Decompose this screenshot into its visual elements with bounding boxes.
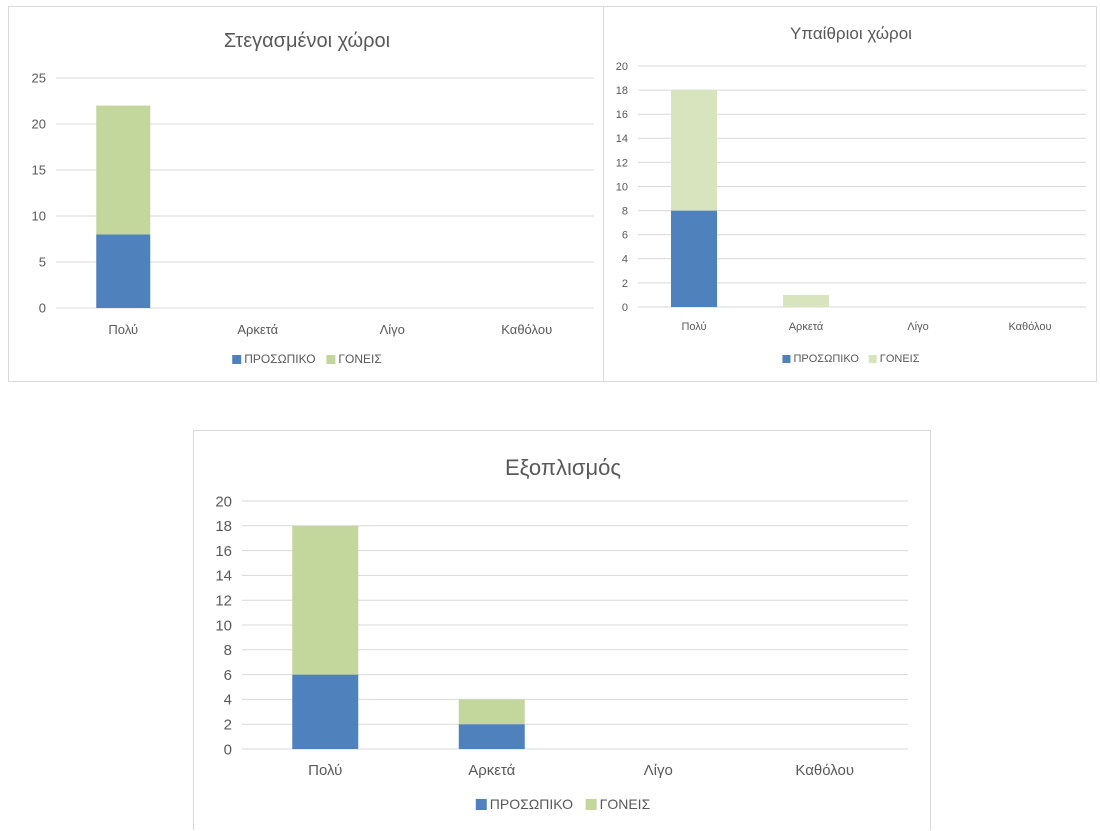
chart-svg-outdoor-spaces: Υπαίθριοι χώροι 0 2 4 6 8 10 12 14 16 18 20 Πολύ Αρκε… <box>616 24 1086 365</box>
legend-swatch-parents <box>868 355 877 363</box>
y-tick-label: 20 <box>616 61 628 73</box>
y-tick-label: 2 <box>224 716 232 733</box>
bar-parents-1 <box>292 525 359 675</box>
y-tick-label: 16 <box>215 543 232 560</box>
bar-personnel-1 <box>292 674 359 749</box>
y-tick-label: 6 <box>224 667 232 684</box>
x-category-label: Λίγο <box>644 762 673 779</box>
y-tick-label: 6 <box>622 230 628 242</box>
x-category-label: Πολύ <box>308 762 342 779</box>
y-tick-label: 10 <box>215 617 232 634</box>
y-tick-label: 0 <box>224 741 232 758</box>
legend-swatch-parents <box>585 799 597 810</box>
chart-title: Στεγασμένοι χώροι <box>224 30 390 52</box>
legend-label-personnel: ΠΡΟΣΩΠΙΚΟ <box>244 352 315 366</box>
chart-svg-equipment: Εξοπλισμός 0 2 4 6 8 10 12 14 16 18 20 Πολύ Αρκετά Λίγ… <box>215 455 908 812</box>
legend-label-personnel: ΠΡΟΣΩΠΙΚΟ <box>793 353 859 365</box>
y-tick-label: 2 <box>622 278 628 290</box>
chart-panel-equipment: Εξοπλισμός 0 2 4 6 8 10 12 14 16 18 20 Πολύ Αρκετά Λίγ… <box>193 430 931 830</box>
y-tick-label: 12 <box>616 157 628 169</box>
y-tick-label: 20 <box>215 493 232 510</box>
x-category-label: Πολύ <box>108 322 138 337</box>
chart-panel-indoor-spaces: Στεγασμένοι χώροι 0 5 10 15 20 25 Πολύ Αρκετά Λίγ… <box>8 6 604 382</box>
y-tick-label: 0 <box>39 301 46 316</box>
x-category-label: Αρκετά <box>237 322 278 337</box>
y-tick-label: 8 <box>622 205 628 217</box>
y-tick-label: 16 <box>616 109 628 121</box>
y-tick-label: 0 <box>622 302 628 314</box>
y-tick-label: 12 <box>215 592 232 609</box>
y-tick-label: 4 <box>622 254 628 266</box>
bar-parents-2 <box>783 294 829 307</box>
x-category-label: Καθόλου <box>795 762 854 779</box>
x-category-label: Αρκετά <box>468 762 515 779</box>
bar-parents-1 <box>96 105 151 235</box>
x-category-label: Καθόλου <box>1008 321 1051 333</box>
y-tick-label: 14 <box>616 133 628 145</box>
legend: ΠΡΟΣΩΠΙΚΟ ΓΟΝΕΙΣ <box>232 352 382 366</box>
bar-parents-2 <box>458 699 525 725</box>
y-tick-label: 18 <box>616 85 628 97</box>
y-tick-label: 18 <box>215 518 232 535</box>
chart-title: Υπαίθριοι χώροι <box>790 24 912 43</box>
legend-label-personnel: ΠΡΟΣΩΠΙΚΟ <box>490 796 573 812</box>
chart-svg-indoor-spaces: Στεγασμένοι χώροι 0 5 10 15 20 25 Πολύ Αρκετά Λίγ… <box>32 30 594 366</box>
y-tick-label: 14 <box>215 568 232 585</box>
x-category-label: Λίγο <box>380 322 405 337</box>
bar-personnel-2 <box>458 724 525 749</box>
legend: ΠΡΟΣΩΠΙΚΟ ΓΟΝΕΙΣ <box>475 796 651 812</box>
legend-label-parents: ΓΟΝΕΙΣ <box>338 352 381 366</box>
legend-swatch-personnel <box>232 355 242 364</box>
y-tick-label: 10 <box>616 181 628 193</box>
legend-swatch-parents <box>326 355 336 364</box>
legend-label-parents: ΓΟΝΕΙΣ <box>880 353 920 365</box>
x-category-label: Καθόλου <box>501 322 552 337</box>
y-tick-label: 20 <box>32 117 46 132</box>
legend: ΠΡΟΣΩΠΙΚΟ ΓΟΝΕΙΣ <box>782 353 920 365</box>
y-tick-label: 15 <box>32 163 46 178</box>
y-tick-label: 10 <box>32 209 46 224</box>
legend-swatch-personnel <box>782 355 791 363</box>
y-tick-label: 25 <box>32 71 46 86</box>
x-category-label: Αρκετά <box>789 321 824 333</box>
x-category-label: Λίγο <box>907 321 928 333</box>
chart-panel-outdoor-spaces: Υπαίθριοι χώροι 0 2 4 6 8 10 12 14 16 18 20 Πολύ Αρκε… <box>603 6 1097 382</box>
y-tick-label: 4 <box>224 692 232 709</box>
legend-swatch-personnel <box>475 799 487 810</box>
x-category-label: Πολύ <box>681 321 706 333</box>
bar-parents-1 <box>671 90 717 211</box>
bar-personnel-1 <box>96 234 151 308</box>
y-tick-label: 5 <box>39 255 46 270</box>
bar-personnel-1 <box>671 210 717 307</box>
chart-title: Εξοπλισμός <box>505 455 621 480</box>
legend-label-parents: ΓΟΝΕΙΣ <box>600 796 651 812</box>
y-tick-label: 8 <box>224 642 232 659</box>
